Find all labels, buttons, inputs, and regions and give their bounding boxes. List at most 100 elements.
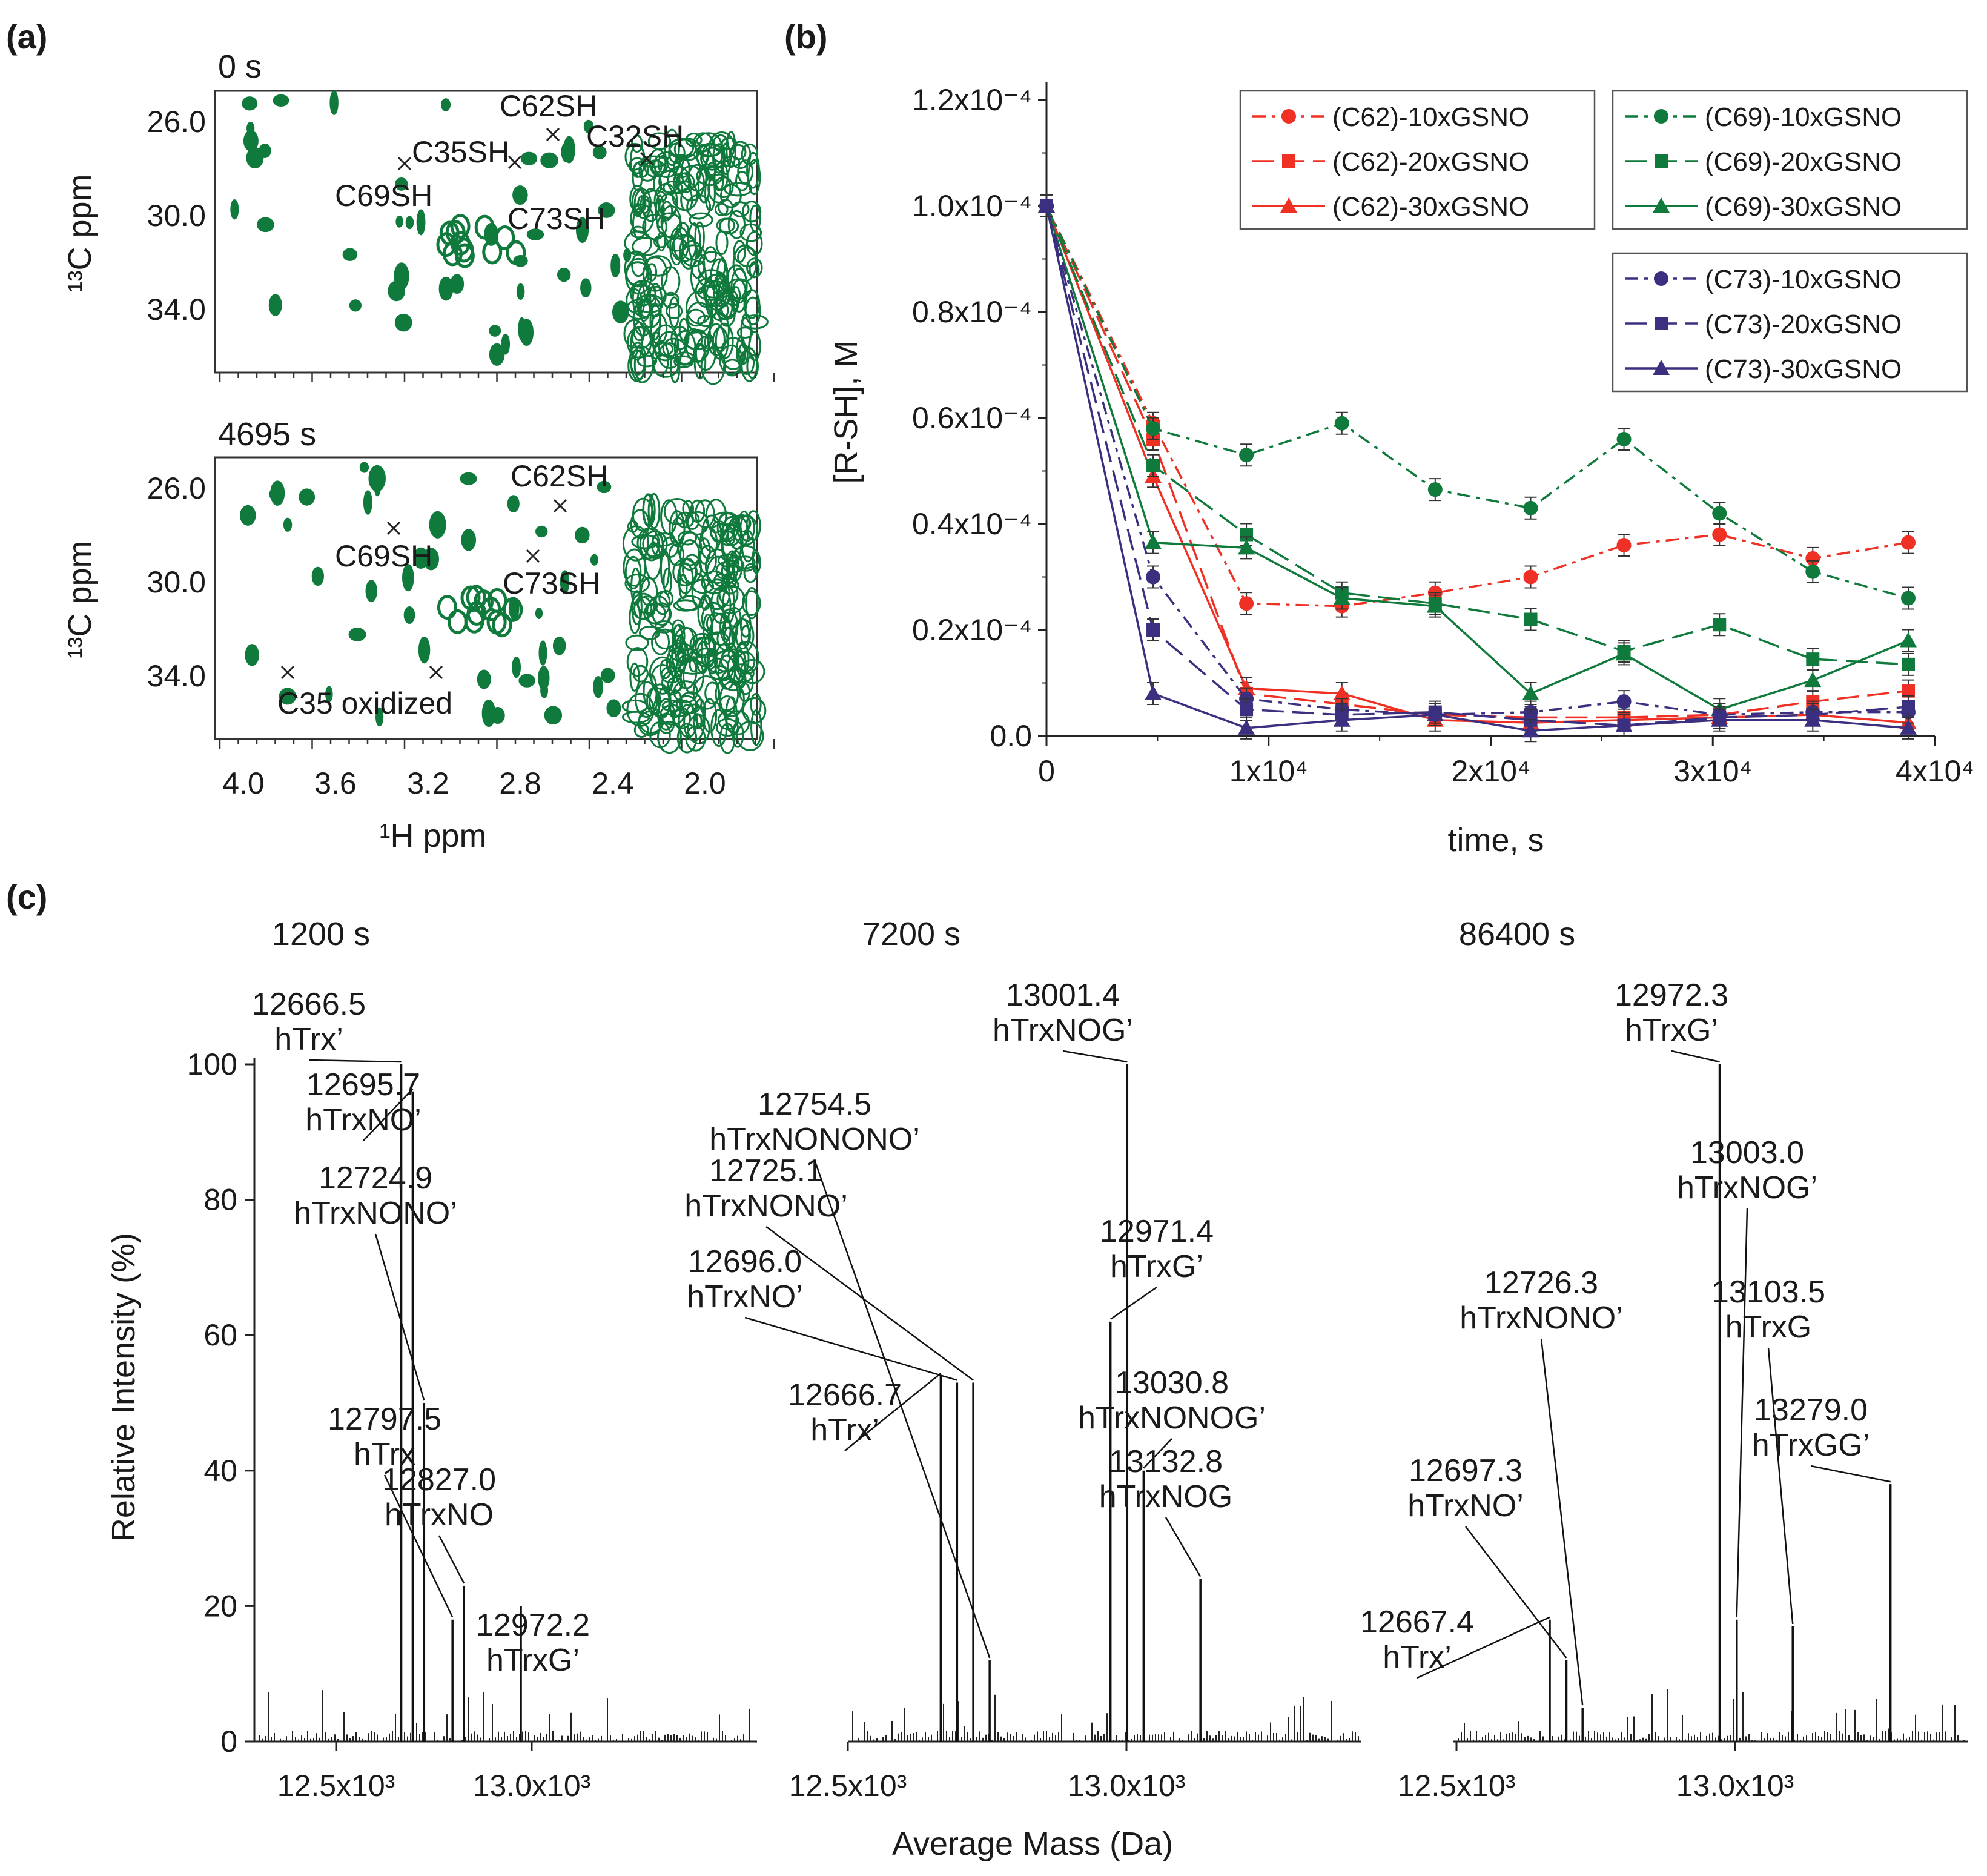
nmr-peak xyxy=(600,668,615,683)
peak-species-label: hTrx’ xyxy=(274,1022,343,1057)
series-line xyxy=(1045,205,1909,600)
nmr-contour xyxy=(474,589,494,615)
peak-mass-label: 12724.9 xyxy=(319,1161,432,1196)
nmr-xtick: 3.6 xyxy=(314,766,357,800)
y-tick-label: 0.2x10⁻⁴ xyxy=(912,613,1032,647)
nmr-contour xyxy=(668,296,680,328)
nmr-contour xyxy=(636,354,658,368)
nmr-peak xyxy=(402,564,414,592)
data-point xyxy=(1899,632,1917,648)
nmr-peak xyxy=(592,145,607,160)
nmr-contour xyxy=(700,147,725,171)
nmr-crosspeak-marker xyxy=(553,499,567,513)
nmr-contour xyxy=(722,618,732,641)
nmr-contour xyxy=(671,619,686,637)
nmr-peak xyxy=(394,262,409,290)
peak-mass-label: 13279.0 xyxy=(1754,1393,1868,1428)
nmr-peak xyxy=(518,317,526,341)
nmr-contour xyxy=(697,315,714,328)
peak-leader-line xyxy=(844,1373,942,1451)
peak-species-label: hTrxNO’ xyxy=(1407,1488,1524,1523)
spectrum-x-tick-label: 13.0x10³ xyxy=(1676,1769,1794,1803)
nmr-contour xyxy=(652,340,670,377)
nmr-contour xyxy=(660,201,673,222)
data-point xyxy=(1240,703,1254,717)
nmr-peak xyxy=(516,283,525,300)
nmr-contour xyxy=(719,184,742,208)
peak-leader-line xyxy=(1540,1338,1584,1706)
peak-species-label: hTrx xyxy=(354,1437,415,1472)
legend-marker xyxy=(1654,271,1668,286)
nmr-contour xyxy=(673,330,696,365)
nmr-label-c62sh-top: C62SH xyxy=(500,89,597,123)
nmr-peak xyxy=(461,529,477,551)
nmr-peak xyxy=(342,248,358,261)
nmr-contour xyxy=(687,222,701,260)
nmr-contour xyxy=(673,599,698,612)
peak-leader-line xyxy=(744,1316,957,1381)
peak-mass-label: 13030.8 xyxy=(1115,1365,1229,1400)
nmr-contour xyxy=(653,235,669,248)
legend-c69: (C69)-10xGSNO (C69)-20xGSNO (C69)-30xGSNO xyxy=(1612,90,1968,230)
peak-species-label: hTrxNONO’ xyxy=(294,1196,457,1231)
nmr-spectrum-bottom xyxy=(214,456,775,754)
peak-leader-line xyxy=(1165,1517,1202,1577)
nmr-peak xyxy=(395,177,408,191)
nmr-contour xyxy=(704,246,717,263)
nmr-contour xyxy=(624,555,642,589)
nmr-peak xyxy=(441,98,451,111)
nmr-peak xyxy=(245,644,259,666)
nmr-contour xyxy=(741,590,761,617)
spectra-xlabel: Average Mass (Da) xyxy=(892,1826,1173,1862)
nmr-contour xyxy=(482,239,503,265)
nmr-peak xyxy=(598,202,615,218)
nmr-contour xyxy=(692,578,715,594)
nmr-contour xyxy=(635,681,658,718)
data-point xyxy=(1426,597,1444,613)
nmr-contour xyxy=(669,138,695,157)
peak-leader-line xyxy=(1767,1347,1794,1625)
spectra-y-tick-label: 20 xyxy=(203,1589,237,1623)
data-point xyxy=(1805,551,1820,566)
nmr-peak xyxy=(491,706,505,724)
peak-mass-label: 12797.5 xyxy=(328,1402,441,1437)
data-point xyxy=(1711,711,1728,727)
legend-c62: (C62)-10xGSNO (C62)-20xGSNO (C62)-30xGSNO xyxy=(1239,90,1596,230)
nmr-crosspeak-marker xyxy=(526,549,540,563)
nmr-contour xyxy=(729,141,752,170)
nmr-contour xyxy=(633,322,646,342)
nmr-contour xyxy=(741,314,769,330)
nmr-spectrum-top xyxy=(214,90,775,385)
nmr-contour xyxy=(685,725,706,752)
nmr-contour xyxy=(713,273,728,307)
data-point xyxy=(1616,694,1632,709)
spectrum-x-tick-label: 13.0x10³ xyxy=(1068,1769,1186,1803)
nmr-peak xyxy=(283,517,293,532)
data-point xyxy=(1426,706,1444,721)
nmr-contour xyxy=(661,536,679,558)
peak-species-label: hTrxG’ xyxy=(486,1643,580,1678)
peak-mass-label: 12754.5 xyxy=(758,1087,871,1122)
nmr-peak xyxy=(279,688,297,705)
mass-spectra: 0 20 40 60 80 100 12.5x10³ 13.0x10³ 1200 s 12666.… xyxy=(187,916,1968,1803)
data-point xyxy=(1523,500,1538,515)
nmr-contour xyxy=(695,132,722,158)
nmr-contour xyxy=(632,237,660,256)
nmr-peak xyxy=(268,294,282,316)
legend-entry: (C62)-30xGSNO xyxy=(1332,192,1529,222)
nmr-contour xyxy=(651,629,670,655)
nmr-peak xyxy=(416,209,426,236)
nmr-contour xyxy=(727,648,740,661)
nmr-contour xyxy=(660,499,678,535)
nmr-contour xyxy=(632,665,649,683)
nmr-contour xyxy=(748,331,761,362)
legend-entry: (C62)-10xGSNO xyxy=(1332,102,1529,132)
nmr-peak xyxy=(590,554,599,566)
data-point xyxy=(1712,506,1727,521)
series-line xyxy=(1045,205,1909,727)
nmr-contour xyxy=(630,509,650,539)
data-point xyxy=(1145,685,1162,700)
peak-species-label: hTrxNO’ xyxy=(305,1102,422,1138)
nmr-contour xyxy=(666,303,683,320)
nmr-contour xyxy=(633,188,652,219)
